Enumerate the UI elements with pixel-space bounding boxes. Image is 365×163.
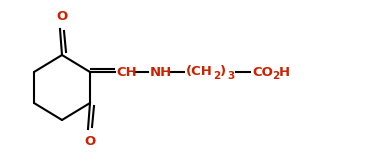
- Text: O: O: [84, 135, 96, 148]
- Text: 3: 3: [227, 71, 234, 81]
- Text: H: H: [279, 66, 290, 79]
- Text: NH: NH: [150, 66, 172, 79]
- Text: CH: CH: [116, 66, 137, 79]
- Text: (CH: (CH: [186, 66, 213, 79]
- Text: 2: 2: [213, 71, 220, 81]
- Text: O: O: [56, 10, 68, 23]
- Text: CO: CO: [252, 66, 273, 79]
- Text: ): ): [220, 66, 226, 79]
- Text: 2: 2: [272, 71, 279, 81]
